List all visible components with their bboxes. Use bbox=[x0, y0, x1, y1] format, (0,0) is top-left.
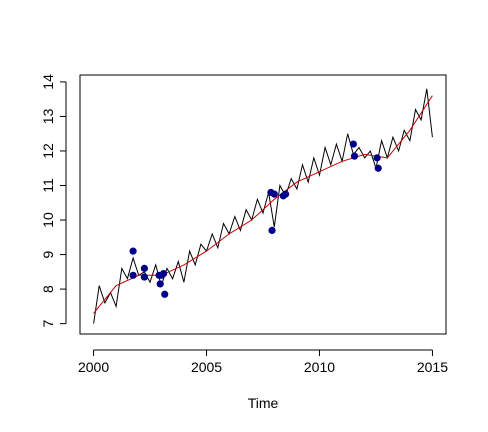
x-axis-title: Time bbox=[248, 395, 279, 411]
data-point bbox=[161, 290, 169, 298]
series-line-0 bbox=[93, 88, 433, 324]
y-tick-label: 11 bbox=[40, 178, 56, 193]
x-tick-label: 2005 bbox=[191, 359, 222, 375]
data-point bbox=[129, 247, 137, 255]
series-line-1 bbox=[93, 95, 433, 314]
data-point bbox=[159, 269, 168, 278]
data-point bbox=[140, 264, 148, 272]
data-point bbox=[349, 140, 357, 148]
data-point bbox=[268, 226, 276, 234]
data-point bbox=[140, 273, 148, 281]
series-layer bbox=[93, 88, 433, 324]
x-tick-label: 2000 bbox=[78, 359, 109, 375]
data-point bbox=[129, 271, 137, 279]
data-point bbox=[373, 154, 381, 162]
y-tick-label: 14 bbox=[40, 74, 56, 90]
y-axis: 7 8 9 10 11 12 13 14 bbox=[40, 74, 67, 328]
y-tick-label: 10 bbox=[40, 212, 56, 228]
data-point bbox=[156, 280, 164, 288]
data-point bbox=[281, 190, 290, 198]
y-tick-label: 8 bbox=[40, 285, 56, 293]
x-tick-label: 2010 bbox=[304, 359, 335, 375]
y-tick-label: 12 bbox=[40, 143, 56, 159]
x-tick-label: 2015 bbox=[417, 359, 448, 375]
data-point bbox=[350, 152, 359, 160]
data-point bbox=[270, 190, 278, 198]
y-tick-label: 7 bbox=[40, 320, 56, 328]
data-point bbox=[374, 164, 382, 172]
plot-frame bbox=[79, 74, 447, 335]
y-tick-label: 9 bbox=[40, 250, 56, 258]
x-axis: 2000 2005 2010 2015 bbox=[78, 349, 448, 375]
y-tick-label: 13 bbox=[40, 108, 56, 124]
